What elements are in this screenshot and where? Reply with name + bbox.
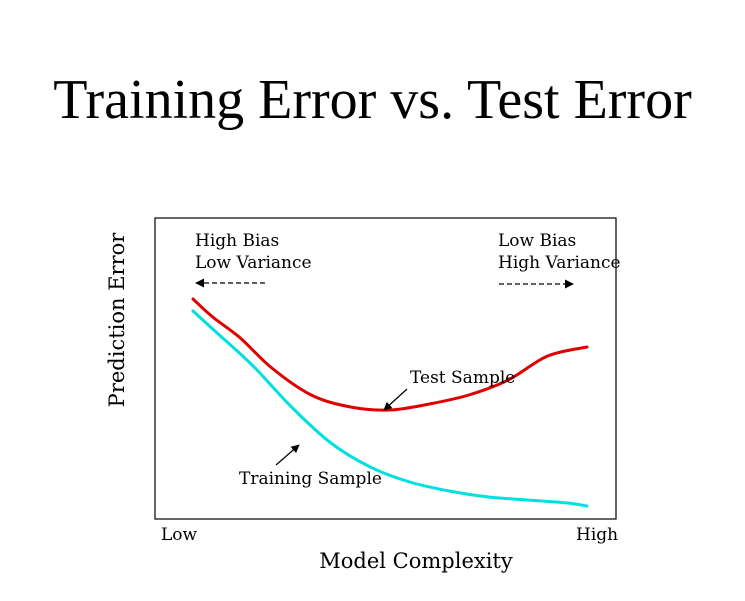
- annotation-low-bias: Low Bias: [498, 231, 576, 251]
- annotation-high-bias: High Bias: [195, 231, 279, 251]
- x-tick-high: High: [576, 525, 618, 545]
- y-axis-label: Prediction Error: [105, 232, 129, 408]
- training-sample-pointer: [275, 444, 300, 466]
- training-sample-label: Training Sample: [239, 469, 382, 489]
- x-tick-low: Low: [161, 525, 198, 545]
- series-line-training-sample: [191, 309, 589, 508]
- slide-title: Training Error vs. Test Error: [53, 69, 692, 131]
- annotation-low-variance: Low Variance: [195, 253, 312, 273]
- series-line-test-sample: [191, 297, 589, 412]
- test-sample-label: Test Sample: [410, 368, 515, 388]
- annotation-high-variance: High Variance: [498, 253, 621, 273]
- test-sample-pointer: [383, 388, 408, 411]
- x-axis-label: Model Complexity: [319, 549, 513, 573]
- series-layer: [191, 297, 589, 508]
- plot-frame: [154, 217, 617, 520]
